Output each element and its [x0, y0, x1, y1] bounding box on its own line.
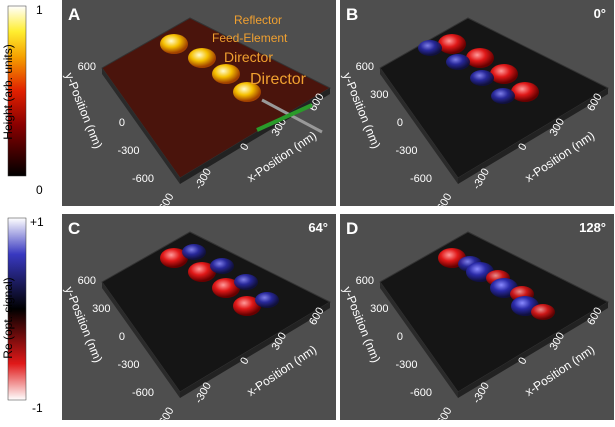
- y-tick-label: -600: [132, 387, 154, 399]
- surface-edge: [102, 68, 180, 184]
- y-tick-label: -300: [395, 359, 417, 371]
- colorbar-min: 0: [36, 183, 43, 197]
- antenna-label: Feed-Element: [212, 31, 288, 45]
- surface-edge: [180, 302, 330, 398]
- y-tick-label: -300: [117, 145, 139, 157]
- y-tick-label: 300: [370, 303, 388, 315]
- axis-arrow: [256, 103, 313, 132]
- surface-edge: [458, 88, 608, 184]
- panel-angle: 64°: [308, 220, 328, 235]
- y-tick-label: 0: [119, 117, 125, 129]
- antenna-blob: [160, 248, 188, 268]
- antenna-label: Director: [224, 49, 273, 65]
- panel: C 64°6003000-300-600-600-3000300600y-Posi…: [62, 214, 336, 427]
- antenna-blob: [182, 244, 206, 260]
- panel-angle: 128°: [579, 220, 606, 235]
- colorbar-label: Height (arb. units): [1, 44, 15, 139]
- antenna-blob: [438, 34, 466, 54]
- panel: B 0°6003000-300-600-600-3000300600y-Posit…: [340, 0, 614, 217]
- x-tick-label: 0: [238, 356, 251, 367]
- x-tick-label: 0: [516, 142, 529, 153]
- antenna-blob: [490, 64, 518, 84]
- antenna-blob: [531, 304, 555, 320]
- surface-edge: [380, 68, 458, 184]
- antenna-blob: [233, 296, 261, 316]
- y-tick-label: 600: [356, 61, 374, 73]
- antenna-blob: [255, 292, 279, 308]
- antenna-blob: [188, 262, 216, 282]
- antenna-blob: [470, 70, 494, 86]
- panel: D 128°6003000-300-600-600-3000300600y-Pos…: [340, 214, 614, 427]
- y-tick-label: -600: [410, 387, 432, 399]
- colorbar-label: Re (opt. signal): [1, 277, 15, 358]
- colorbar-max: 1: [36, 3, 43, 17]
- surface-edge: [458, 302, 608, 398]
- y-tick-label: 0: [397, 117, 403, 129]
- antenna-blob: [511, 82, 539, 102]
- y-tick-label: -300: [117, 359, 139, 371]
- antenna-blob: [233, 82, 261, 102]
- antenna-blob: [491, 88, 515, 104]
- panel-letter: B: [346, 5, 358, 24]
- antenna-blob: [234, 274, 258, 290]
- panel-letter: D: [346, 219, 358, 238]
- y-tick-label: 300: [92, 303, 110, 315]
- x-tick-label: 0: [238, 142, 251, 153]
- colorbar-height: [7, 5, 27, 177]
- colorbar-re: [7, 217, 27, 401]
- y-tick-label: 0: [119, 331, 125, 343]
- antenna-blob: [466, 48, 494, 68]
- antenna-blob: [210, 258, 234, 274]
- panel-angle: 0°: [594, 6, 606, 21]
- antenna-blob: [212, 64, 240, 84]
- colorbar-max: +1: [30, 215, 44, 229]
- y-tick-label: -600: [410, 173, 432, 185]
- y-tick-label: 600: [78, 61, 96, 73]
- y-tick-label: 600: [356, 275, 374, 287]
- surface-edge: [102, 282, 180, 398]
- y-tick-label: 600: [78, 275, 96, 287]
- y-tick-label: 300: [370, 89, 388, 101]
- y-tick-label: -300: [395, 145, 417, 157]
- colorbar-min: -1: [32, 401, 43, 415]
- antenna-label: Reflector: [234, 13, 282, 27]
- antenna-blob: [188, 48, 216, 68]
- antenna-label: Director: [250, 71, 307, 88]
- y-tick-label: -600: [132, 173, 154, 185]
- y-tick-label: 0: [397, 331, 403, 343]
- antenna-blob: [418, 40, 442, 56]
- antenna-blob: [212, 278, 240, 298]
- surface-edge: [380, 282, 458, 398]
- antenna-blob: [446, 54, 470, 70]
- panel-letter: A: [68, 5, 80, 24]
- antenna-blob: [160, 34, 188, 54]
- x-tick-label: 0: [516, 356, 529, 367]
- panel-letter: C: [68, 219, 80, 238]
